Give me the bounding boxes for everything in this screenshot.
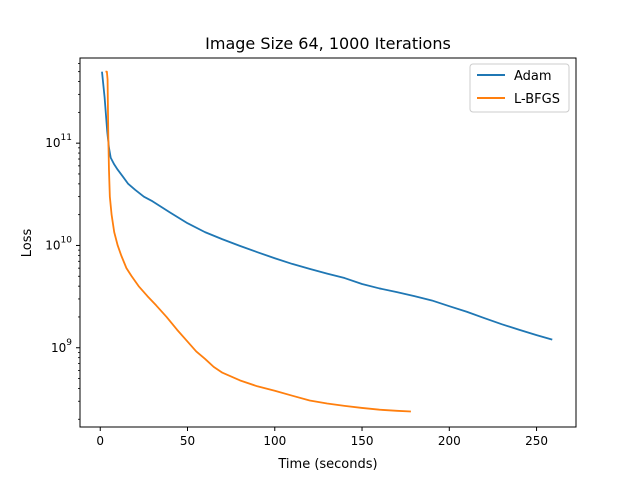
x-tick-label: 100 <box>263 434 286 448</box>
y-tick-label: 1011 <box>45 133 72 150</box>
series-layer <box>101 70 553 413</box>
plot-frame <box>79 57 577 428</box>
legend-label-adam: Adam <box>514 69 552 84</box>
legend-label-lbfgs: L-BFGS <box>514 92 560 107</box>
x-tick-label: 200 <box>438 434 461 448</box>
x-tick-label: 50 <box>180 434 195 448</box>
x-axis-ticks: 0 50 100 150 200 250 <box>96 427 548 448</box>
x-tick-label: 0 <box>96 434 104 448</box>
legend: Adam L-BFGS <box>469 63 570 113</box>
y-axis-label: Loss <box>20 229 35 258</box>
y-tick-label: 1010 <box>45 235 72 252</box>
x-axis-label: Time (seconds) <box>277 457 377 472</box>
chart-title: Image Size 64, 1000 Iterations <box>205 34 451 53</box>
x-tick-label: 250 <box>525 434 548 448</box>
x-tick-label: 150 <box>351 434 374 448</box>
series-line-l-bfgs <box>105 70 411 413</box>
y-tick-label: 109 <box>51 338 72 355</box>
y-axis-ticks: 109 1010 1011 <box>45 63 80 420</box>
series-line-adam <box>101 71 553 341</box>
